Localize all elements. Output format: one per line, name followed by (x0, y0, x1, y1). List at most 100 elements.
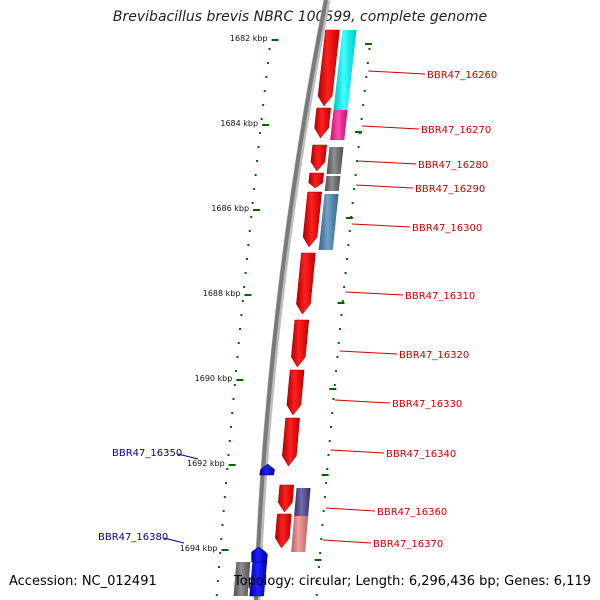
gene-label-BBR47_16290[interactable]: BBR47_16290 (355, 184, 485, 195)
minor-tick (339, 328, 342, 330)
gene-BBR47_16260[interactable] (317, 29, 340, 107)
minor-tick (262, 104, 265, 106)
gene-label-BBR47_16320[interactable]: BBR47_16320 (339, 350, 470, 361)
minor-tick (326, 468, 329, 470)
svg-text:BBR47_16330: BBR47_16330 (392, 399, 462, 410)
minor-tick (254, 174, 257, 176)
minor-tick (241, 300, 244, 302)
gene-BBR47_16280[interactable] (310, 144, 327, 172)
gene-label-BBR47_16300[interactable]: BBR47_16300 (351, 223, 482, 234)
gene-label-BBR47_16340[interactable]: BBR47_16340 (330, 449, 457, 460)
minor-tick (223, 496, 226, 498)
minor-tick (227, 454, 230, 456)
minor-tick (319, 552, 322, 554)
minor-tick (347, 244, 350, 246)
minor-tick (322, 510, 325, 512)
svg-text:BBR47_16320: BBR47_16320 (399, 350, 469, 361)
minor-tick (356, 160, 359, 162)
minor-tick (266, 62, 269, 64)
tick-label: 1686 kbp (211, 204, 249, 213)
gene-label-BBR47_16380[interactable]: BBR47_16380 (98, 532, 185, 544)
gene-BBR47_16290[interactable] (308, 172, 324, 189)
minor-tick (228, 440, 231, 442)
svg-text:BBR47_16270: BBR47_16270 (421, 125, 491, 136)
minor-tick (244, 272, 247, 274)
minor-tick (250, 216, 253, 218)
svg-text:BBR47_16300: BBR47_16300 (412, 223, 482, 234)
gene-label-BBR47_16330[interactable]: BBR47_16330 (334, 399, 462, 410)
tick-label: 1694 kbp (180, 544, 218, 553)
tick-label: 1690 kbp (195, 374, 233, 383)
gene-label-BBR47_16350[interactable]: BBR47_16350 (112, 448, 199, 460)
minor-tick (260, 118, 263, 120)
svg-text:BBR47_16370: BBR47_16370 (373, 539, 443, 550)
minor-tick (344, 272, 347, 274)
minor-tick (316, 580, 319, 582)
svg-text:BBR47_16290: BBR47_16290 (415, 184, 485, 195)
minor-tick (251, 202, 254, 204)
gene-label-BBR47_16280[interactable]: BBR47_16280 (358, 160, 488, 171)
gene-BBR47_16320[interactable] (291, 319, 310, 368)
gene-BBR47_16300[interactable] (302, 191, 322, 248)
backbone (254, 0, 328, 600)
gene-BBR47_16330[interactable] (286, 369, 305, 416)
minor-tick (368, 48, 371, 50)
tick-label: 1688 kbp (203, 289, 241, 298)
minor-tick (348, 230, 351, 232)
gene-BBR47_16270[interactable] (314, 107, 332, 139)
minor-tick (220, 538, 223, 540)
minor-tick (236, 356, 239, 358)
minor-tick (222, 510, 225, 512)
gene-label-BBR47_16360[interactable]: BBR47_16360 (325, 507, 448, 518)
minor-tick (237, 342, 240, 344)
gene-label-BBR47_16260[interactable]: BBR47_16260 (368, 70, 497, 81)
svg-text:BBR47_16360: BBR47_16360 (377, 507, 447, 518)
minor-tick (328, 440, 331, 442)
gene-reverse-extra[interactable] (251, 546, 266, 563)
minor-tick (353, 188, 356, 190)
minor-tick (263, 90, 266, 92)
gene-label-BBR47_16370[interactable]: BBR47_16370 (322, 539, 443, 550)
minor-tick (354, 174, 357, 176)
minor-tick (268, 48, 271, 50)
svg-text:BBR47_16350: BBR47_16350 (112, 448, 182, 459)
backbone-shadow (253, 0, 331, 600)
minor-tick (321, 524, 324, 526)
minor-tick (245, 258, 248, 260)
minor-tick (335, 370, 338, 372)
tick-1690: 1690 kbp (195, 374, 244, 383)
minor-tick (315, 594, 318, 596)
minor-tick (331, 412, 334, 414)
minor-tick (329, 426, 332, 428)
minor-tick (247, 244, 250, 246)
tick-1688: 1688 kbp (203, 289, 252, 298)
gene-label-BBR47_16310[interactable]: BBR47_16310 (345, 291, 475, 302)
gene-BBR47_16370[interactable] (275, 513, 292, 549)
cog-box-BBR47_16270 (330, 110, 348, 140)
minor-tick (229, 426, 232, 428)
svg-text:BBR47_16310: BBR47_16310 (405, 291, 475, 302)
gene-BBR47_16340[interactable] (282, 417, 300, 467)
minor-tick (257, 146, 260, 148)
minor-tick (232, 398, 235, 400)
minor-tick (226, 468, 229, 470)
gene-BBR47_16360[interactable] (278, 484, 295, 513)
svg-text:BBR47_16280: BBR47_16280 (418, 160, 488, 171)
minor-tick (225, 482, 228, 484)
minor-tick (341, 300, 344, 302)
map-title: Brevibacillus brevis NBRC 100599, comple… (112, 9, 488, 25)
tick-1682: 1682 kbp (230, 34, 279, 43)
minor-tick (333, 384, 336, 386)
gene-label-BBR47_16270[interactable]: BBR47_16270 (362, 125, 491, 136)
minor-tick (340, 314, 343, 316)
cog-box-BBR47_16380 (233, 562, 251, 596)
minor-tick (233, 384, 236, 386)
minor-tick (216, 580, 219, 582)
minor-tick (343, 286, 346, 288)
svg-text:BBR47_16380: BBR47_16380 (98, 532, 168, 543)
tick-1686: 1686 kbp (211, 204, 261, 213)
cog-box-BBR47_16260 (333, 30, 357, 110)
gene-BBR47_16350[interactable] (259, 463, 275, 476)
gene-BBR47_16310[interactable] (296, 252, 316, 315)
